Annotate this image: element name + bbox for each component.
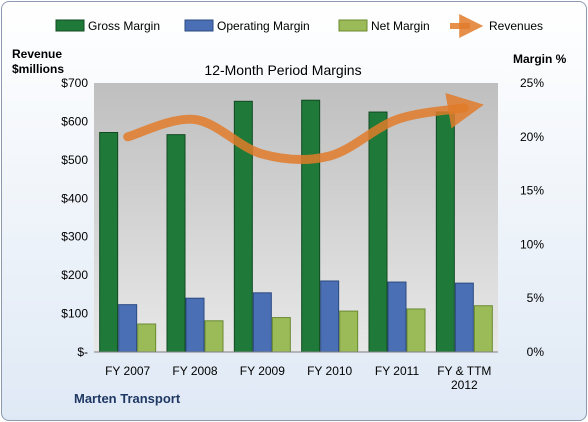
bar-net-margin xyxy=(473,305,493,353)
revenue-line xyxy=(123,92,484,165)
legend-item-operating-margin: Operating Margin xyxy=(184,19,310,33)
legend-swatch-operating-margin xyxy=(184,19,214,32)
bar-gross-margin xyxy=(99,131,119,353)
bar-operating-margin xyxy=(454,282,474,353)
bar-net-margin xyxy=(204,320,224,353)
left-axis-ticks: $- $100 $200 $300 $400 $500 $600 $700 xyxy=(61,76,88,359)
x-axis-tick-label: FY 2009 xyxy=(240,364,285,378)
bar-gross-margin xyxy=(435,111,455,353)
right-axis-tick-label: 0% xyxy=(527,345,545,359)
right-axis-tick-label: 15% xyxy=(520,184,544,198)
bar-operating-margin xyxy=(387,281,407,353)
bar-net-margin xyxy=(137,323,157,353)
left-axis-tick-label: $400 xyxy=(61,191,88,205)
x-axis-tick-label: FY 2010 xyxy=(307,364,352,378)
right-axis-tick-label: 25% xyxy=(520,76,544,90)
legend: Gross Margin Operating Margin Net Margin… xyxy=(55,14,543,38)
right-axis-tick-label: 5% xyxy=(527,291,545,305)
left-axis-tick-label: $200 xyxy=(61,268,88,282)
x-axis-tick-label: FY 2008 xyxy=(172,364,217,378)
bar-operating-margin xyxy=(320,280,340,353)
left-axis-title-line2: $millions xyxy=(12,62,64,76)
x-axis-ticks: FY 2007 FY 2008 FY 2009 FY 2010 FY 2011 FY & … xyxy=(105,364,491,392)
bar-net-margin xyxy=(271,317,291,353)
bar-net-margin xyxy=(339,310,359,353)
left-axis-title-line1: Revenue xyxy=(12,47,62,61)
x-axis-tick-label: FY & TTM xyxy=(437,364,491,378)
legend-label-gross-margin: Gross Margin xyxy=(88,19,160,33)
bar-gross-margin xyxy=(166,134,186,353)
x-axis-tick-label: FY 2011 xyxy=(375,364,420,378)
x-axis-tick-label: FY 2007 xyxy=(105,364,150,378)
left-axis-tick-label: $500 xyxy=(61,153,88,167)
left-axis-tick-label: $600 xyxy=(61,114,88,128)
legend-item-revenues: Revenues xyxy=(450,14,543,38)
bar-net-margin xyxy=(406,308,426,353)
left-axis-tick-label: $100 xyxy=(61,307,88,321)
right-axis-tick-label: 10% xyxy=(520,237,544,251)
legend-label-operating-margin: Operating Margin xyxy=(217,19,310,33)
bar-operating-margin xyxy=(118,304,138,353)
chart-title: 12-Month Period Margins xyxy=(204,62,361,78)
revenue-series-line xyxy=(123,92,484,165)
bar-gross-margin xyxy=(368,111,388,353)
bar-operating-margin xyxy=(252,292,272,353)
bar-gross-margin xyxy=(301,99,321,353)
x-axis-tick-label: 2012 xyxy=(451,378,478,392)
legend-swatch-gross-margin xyxy=(55,19,85,32)
company-label: Marten Transport xyxy=(74,391,181,406)
legend-label-net-margin: Net Margin xyxy=(371,19,430,33)
legend-label-revenues: Revenues xyxy=(489,19,543,33)
left-axis-tick-label: $700 xyxy=(61,76,88,90)
bar-operating-margin xyxy=(185,297,205,353)
legend-item-net-margin: Net Margin xyxy=(338,19,430,33)
left-axis-tick-label: $300 xyxy=(61,230,88,244)
left-axis-tick-label: $- xyxy=(77,345,88,359)
right-axis-tick-label: 20% xyxy=(520,130,544,144)
legend-swatch-net-margin xyxy=(338,19,368,32)
right-axis-ticks: 0% 5% 10% 15% 20% 25% xyxy=(520,76,544,359)
right-axis-title: Margin % xyxy=(513,52,567,66)
legend-item-gross-margin: Gross Margin xyxy=(55,19,160,33)
